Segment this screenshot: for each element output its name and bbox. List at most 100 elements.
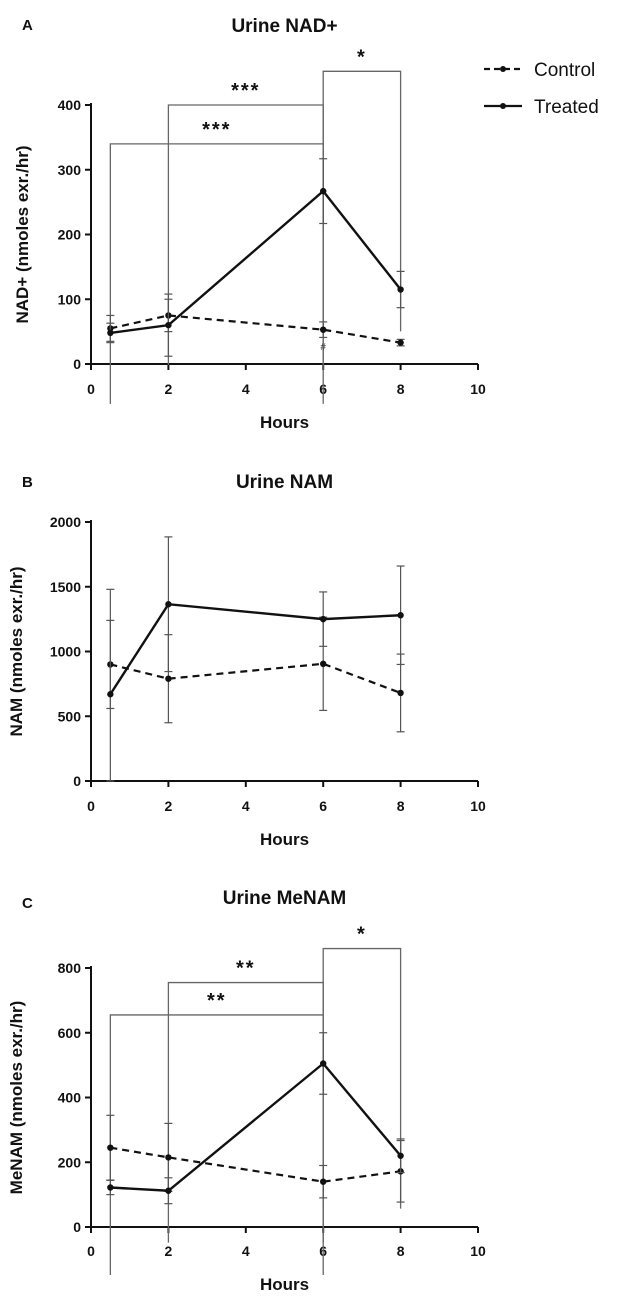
significance-bracket: * (322, 924, 402, 1209)
data-point (165, 1187, 172, 1194)
x-tick-label: 6 (319, 798, 327, 814)
x-tick-label: 2 (165, 798, 173, 814)
y-tick-label: 100 (58, 291, 82, 307)
data-point (165, 601, 172, 608)
x-axis-title: Hours (260, 1275, 309, 1294)
annotation: # (320, 342, 326, 353)
data-point (107, 329, 114, 337)
series-line (110, 662, 401, 694)
series-line (110, 1061, 402, 1192)
y-axis-title: NAM (nmoles exr./hr) (7, 566, 26, 736)
y-tick-label: 400 (58, 1090, 82, 1106)
y-axis-title: NAD+ (nmoles exr./hr) (13, 145, 32, 323)
data-point (107, 1184, 114, 1191)
x-tick-label: 2 (165, 1243, 173, 1259)
panel-letter: B (22, 474, 33, 491)
data-point (397, 612, 404, 619)
x-axis-title: Hours (260, 830, 309, 849)
x-tick-label: 10 (470, 798, 486, 814)
series-control (106, 298, 405, 347)
x-tick-label: 0 (87, 381, 95, 397)
data-point (397, 339, 404, 346)
significance-label: ** (236, 958, 256, 980)
data-point (165, 321, 172, 329)
x-axis-title: Hours (260, 413, 309, 432)
x-tick-label: 0 (87, 1243, 95, 1259)
x-tick-label: 4 (242, 1243, 250, 1259)
significance-label: *** (202, 119, 231, 141)
significance-label: * (357, 46, 367, 68)
panel-letter: C (22, 895, 33, 912)
significance-bracket: ** (109, 990, 324, 1275)
y-tick-label: 300 (58, 162, 82, 178)
x-tick-label: 4 (242, 798, 250, 814)
x-tick-label: 0 (87, 798, 95, 814)
data-point (107, 1144, 114, 1151)
x-tick-label: 8 (397, 798, 405, 814)
legend-treated-marker (500, 103, 506, 109)
data-point (397, 286, 404, 293)
y-axis-title: MeNAM (nmoles exr./hr) (7, 1001, 26, 1195)
series-treated (106, 536, 405, 782)
y-tick-label: 0 (73, 1219, 81, 1235)
y-tick-label: 2000 (50, 514, 81, 530)
bracket-line (167, 981, 324, 1243)
x-tick-label: 4 (242, 381, 250, 397)
x-tick-label: 8 (397, 1243, 405, 1259)
x-tick-label: 10 (470, 381, 486, 397)
data-point (107, 691, 114, 698)
y-tick-label: 600 (58, 1025, 82, 1041)
series-line (109, 602, 401, 695)
series-line (110, 314, 401, 344)
y-tick-label: 1000 (50, 644, 81, 660)
panel-letter: A (22, 17, 33, 34)
data-point (165, 1154, 172, 1161)
significance-label: *** (231, 80, 260, 102)
y-tick-label: 500 (58, 708, 82, 724)
data-point (320, 326, 327, 333)
y-tick-label: 800 (58, 960, 82, 976)
data-point (320, 1060, 327, 1067)
data-point (320, 1178, 327, 1185)
legend-control-label: Control (534, 60, 595, 81)
legend: Control Treated (484, 60, 599, 118)
bracket-line (109, 1014, 324, 1275)
y-tick-label: 200 (58, 227, 82, 243)
x-tick-label: 2 (165, 381, 173, 397)
data-point (397, 1152, 404, 1159)
data-point (320, 615, 327, 623)
y-tick-label: 0 (73, 773, 81, 789)
bracket-line (322, 70, 402, 332)
significance-bracket: *** (109, 119, 324, 404)
series-treated (106, 1032, 405, 1205)
series-line (110, 189, 402, 335)
significance-label: * (357, 924, 367, 946)
data-point (397, 689, 404, 697)
panel-title: Urine MeNAM (223, 888, 347, 909)
panel-title: Urine NAD+ (231, 16, 337, 37)
y-tick-label: 0 (73, 356, 81, 372)
data-point (320, 660, 327, 668)
y-tick-label: 1500 (50, 579, 81, 595)
significance-bracket: ** (167, 958, 324, 1243)
series-treated (106, 158, 405, 357)
y-tick-label: 400 (58, 97, 82, 113)
series-line (110, 1146, 401, 1183)
data-point (320, 187, 327, 195)
series-control (106, 616, 405, 733)
series-control (106, 1114, 405, 1203)
panel-title: Urine NAM (236, 472, 333, 493)
data-point (165, 675, 172, 682)
legend-treated-label: Treated (534, 97, 599, 118)
x-tick-label: 8 (397, 381, 405, 397)
x-tick-label: 10 (470, 1243, 486, 1259)
legend-control-marker (500, 66, 506, 72)
significance-label: ** (207, 990, 227, 1012)
significance-bracket: * (322, 46, 402, 332)
y-tick-label: 200 (58, 1154, 82, 1170)
panel-b: B Urine NAM 0 500 1000 1500 2000 0 2 4 6 8 10 Hours NA… (7, 472, 486, 849)
